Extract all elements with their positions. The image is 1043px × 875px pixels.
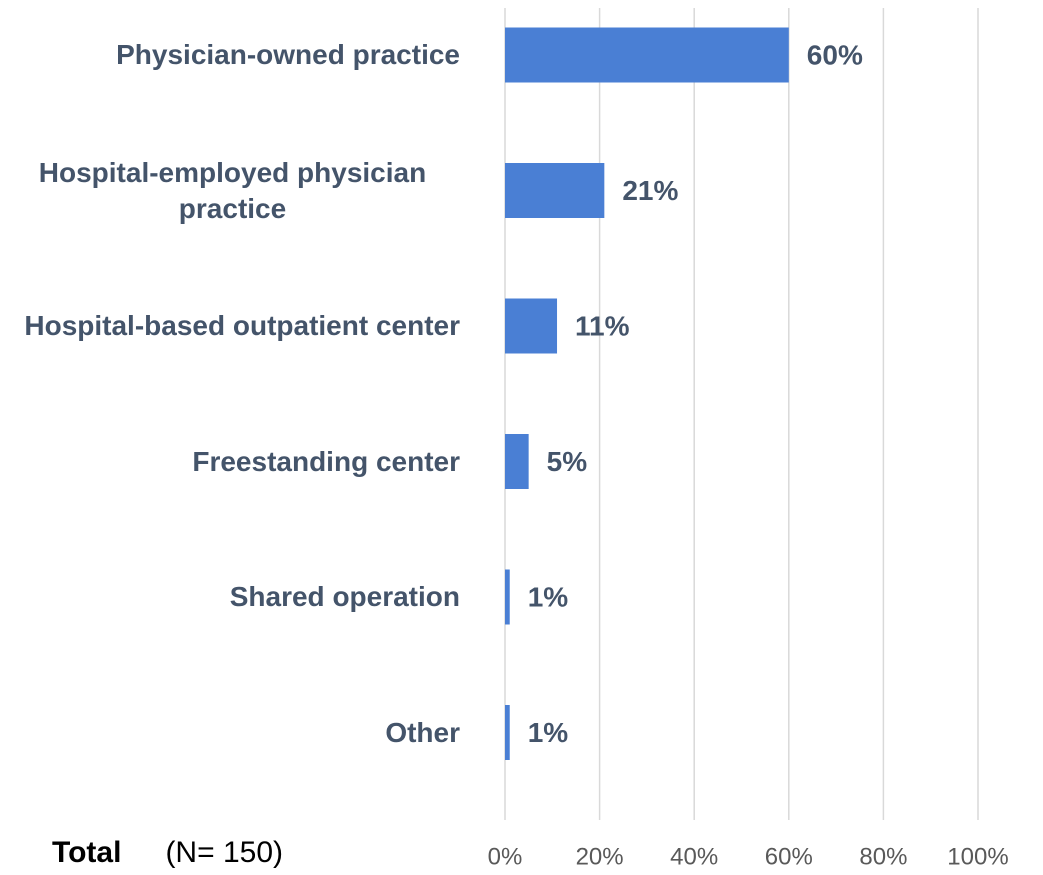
- bar: [505, 298, 558, 354]
- data-label: 11%: [575, 310, 630, 341]
- x-tick-label: 100%: [947, 843, 1008, 870]
- total-label: Total: [52, 836, 122, 869]
- data-label: 1%: [528, 581, 569, 612]
- data-label: 5%: [547, 446, 588, 477]
- data-label: 21%: [622, 175, 678, 206]
- x-tick-label: 0%: [488, 843, 523, 870]
- bar: [505, 569, 510, 625]
- category-label: Freestanding center: [192, 445, 460, 477]
- x-tick-label: 20%: [576, 843, 624, 870]
- category-label-box: Shared operation: [0, 547, 460, 647]
- footnote: Total (N= 150): [52, 836, 283, 870]
- data-label: 1%: [528, 717, 569, 748]
- x-tick-label: 40%: [670, 843, 718, 870]
- bar: [505, 705, 510, 760]
- category-label-box: Hospital-based outpatient center: [0, 276, 460, 376]
- category-label: Shared operation: [229, 581, 460, 612]
- data-label: 60%: [807, 39, 863, 70]
- x-tick-label: 60%: [765, 843, 813, 870]
- bar: [505, 27, 789, 83]
- bar: [505, 163, 605, 218]
- category-label: Physician-owned practice: [116, 39, 460, 70]
- category-label-box: Hospital-employed physician practice: [0, 141, 460, 241]
- category-label: Other: [385, 716, 460, 748]
- category-label: Hospital-employed physician practice: [38, 156, 427, 224]
- x-tick-label: 80%: [859, 843, 907, 870]
- sample-size: (N= 150): [165, 836, 283, 869]
- category-label-box: Physician-owned practice: [0, 5, 460, 105]
- bar: [505, 434, 529, 489]
- category-label-box: Freestanding center: [0, 412, 460, 512]
- category-label: Hospital-based outpatient center: [24, 310, 460, 341]
- category-label-box: Other: [0, 683, 460, 783]
